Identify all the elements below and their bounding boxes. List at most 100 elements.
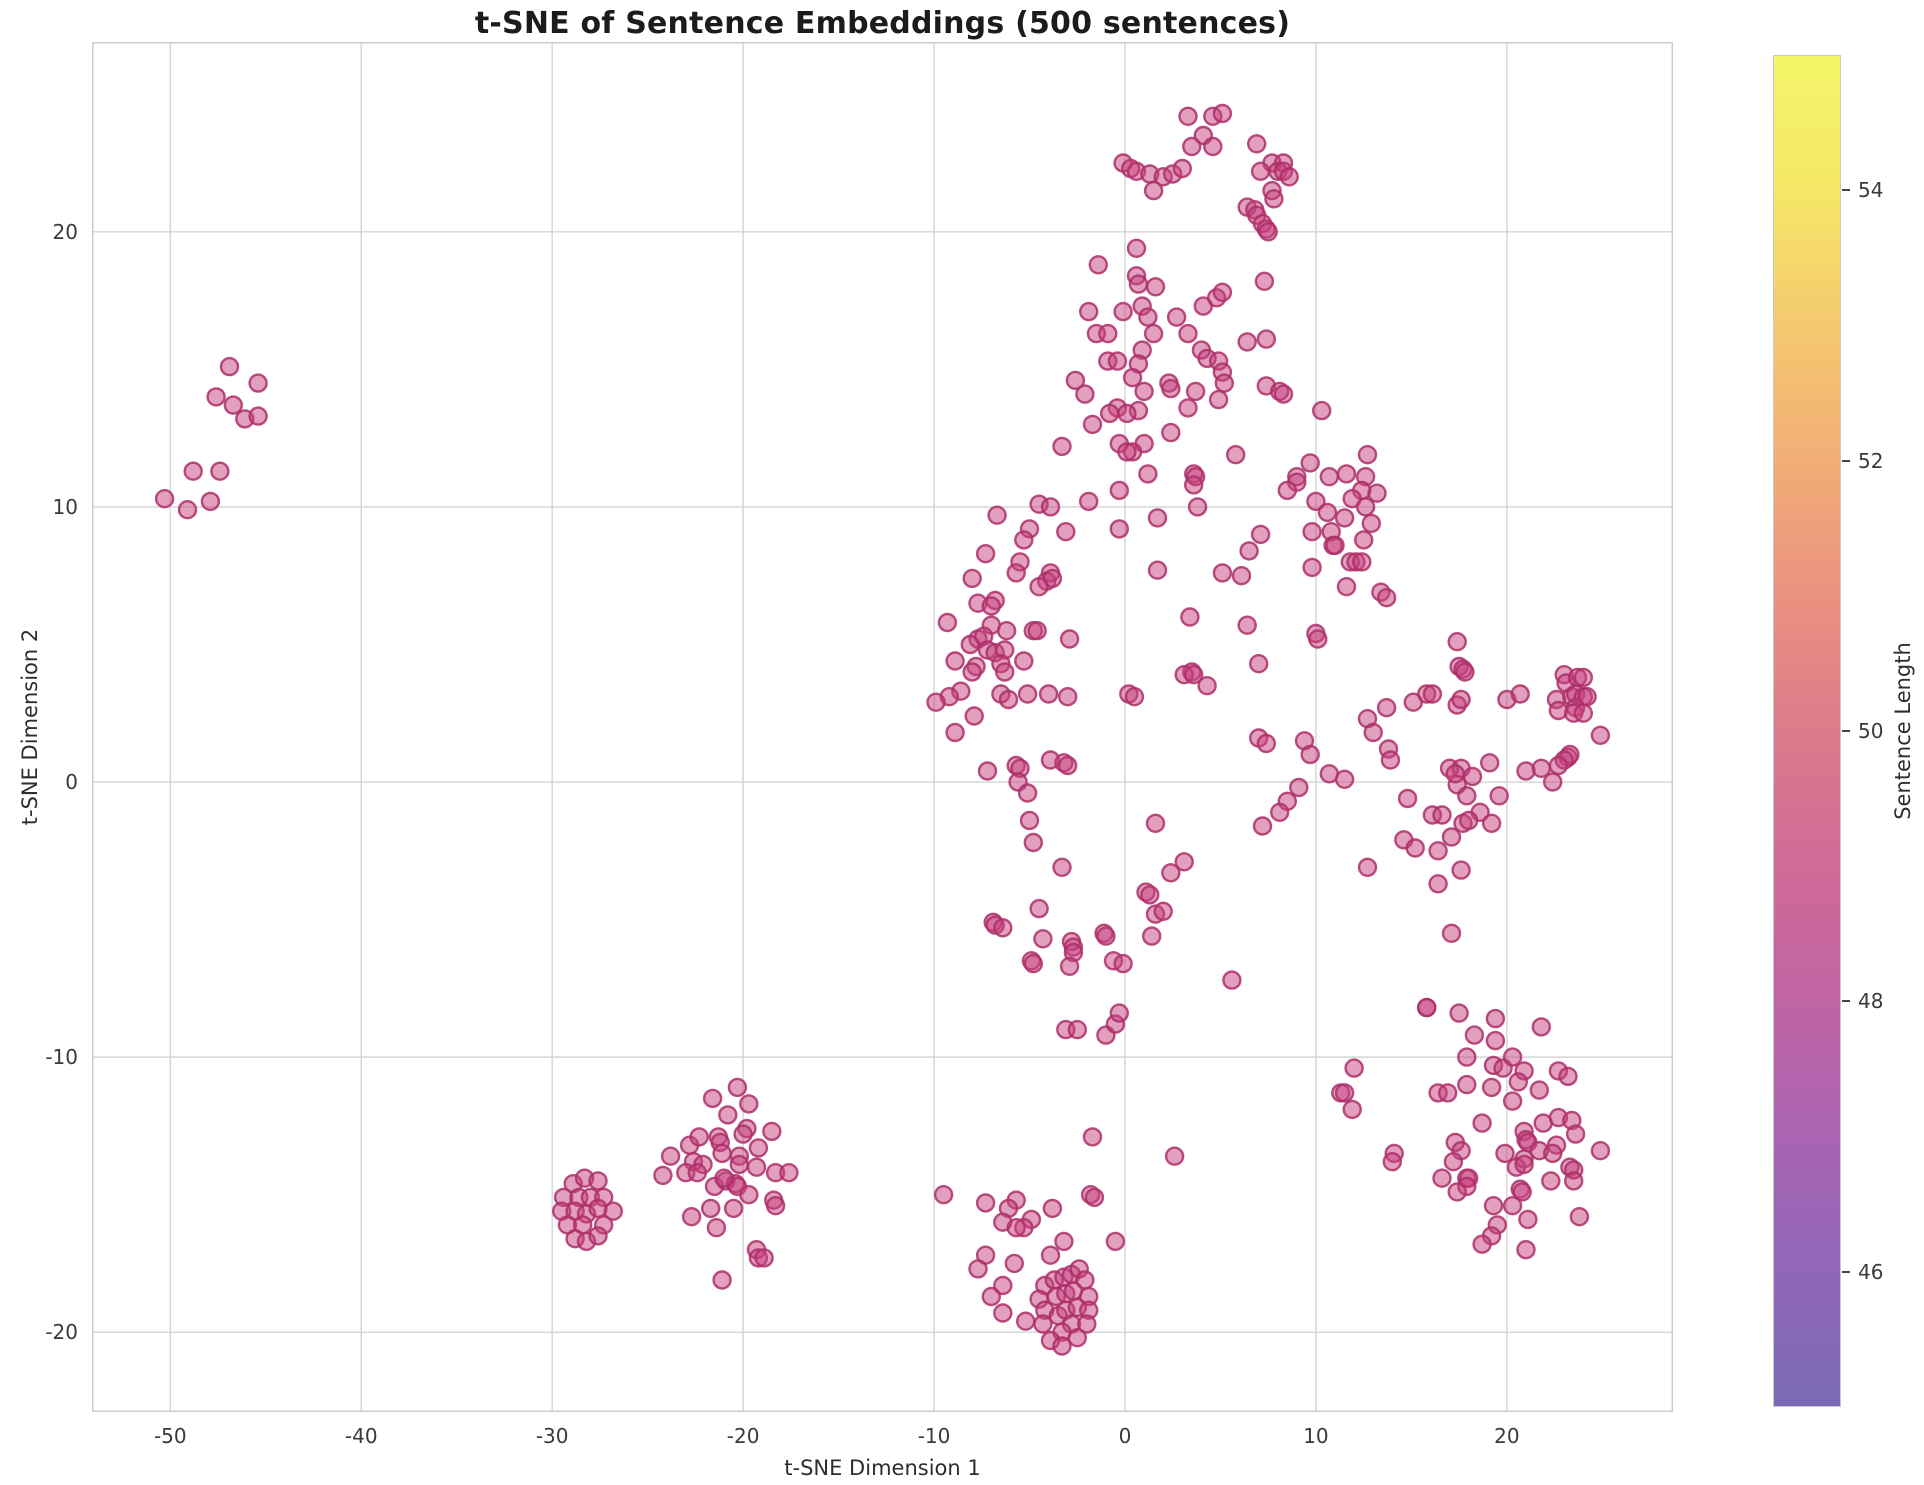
scatter-point <box>1019 810 1040 831</box>
scatter-point <box>712 1270 732 1290</box>
scatter-point <box>1180 607 1200 627</box>
plot-spines <box>92 42 1673 1412</box>
scatter-point <box>1248 654 1269 674</box>
scatter-point <box>1533 1113 1553 1133</box>
scatter-point <box>981 1286 1001 1307</box>
scatter-point <box>200 491 221 512</box>
scatter-point <box>1038 684 1059 704</box>
scatter-point <box>1040 497 1061 517</box>
scatter-point <box>1052 436 1072 457</box>
scatter-point <box>1065 370 1086 391</box>
scatter-point <box>1485 1008 1506 1029</box>
colorbar-tick-mark <box>1842 459 1850 462</box>
scatter-point <box>1458 810 1479 831</box>
colorbar-tick-mark <box>1842 730 1850 732</box>
scatter-point <box>1382 1151 1403 1172</box>
scatter-point <box>687 1162 707 1183</box>
scatter-point <box>1336 577 1357 597</box>
scatter-point <box>1548 700 1569 721</box>
scatter-point <box>1246 134 1267 154</box>
scatter-point <box>1279 167 1299 187</box>
scatter-point <box>1178 106 1198 127</box>
scatter-point <box>1590 1140 1611 1161</box>
scatter-point <box>1258 222 1278 242</box>
scatter-point <box>733 1124 753 1144</box>
x-tick-label: 20 <box>1494 1424 1520 1448</box>
colorbar-tick-label: 46 <box>1858 1259 1884 1284</box>
scatter-point <box>1096 926 1116 946</box>
scatter-point <box>1166 307 1187 327</box>
scatter-point <box>1237 332 1257 352</box>
scatter-point <box>1203 136 1223 157</box>
scatter-point <box>1516 761 1536 781</box>
scatter-point <box>206 387 226 407</box>
scatter-point <box>987 505 1007 525</box>
scatter-point <box>1058 755 1078 776</box>
scatter-point <box>1531 758 1552 778</box>
scatter-point <box>1342 1099 1362 1120</box>
scatter-point <box>1079 491 1099 512</box>
scatter-point <box>1098 323 1118 344</box>
scatter-point <box>1077 1314 1097 1334</box>
scatter-point <box>1319 467 1340 487</box>
x-tick-label: -30 <box>535 1424 569 1448</box>
scatter-point <box>706 1217 727 1238</box>
scatter-point <box>1134 381 1154 402</box>
scatter-point <box>1428 874 1448 894</box>
scatter-point <box>1117 403 1137 424</box>
scatter-point <box>1113 301 1133 322</box>
scatter-point <box>1397 788 1418 809</box>
scatter-point <box>739 1184 759 1205</box>
scatter-point <box>1182 136 1202 157</box>
scatter-point <box>746 1157 767 1177</box>
x-tick-label: 0 <box>1118 1424 1132 1448</box>
x-tick-label: -40 <box>344 1424 378 1448</box>
scatter-point <box>1302 522 1322 542</box>
scatter-point <box>1197 676 1217 696</box>
scatter-point <box>1516 1239 1536 1260</box>
scatter-point <box>1269 802 1290 822</box>
scatter-point <box>727 1077 748 1098</box>
scatter-point <box>1352 552 1372 572</box>
scatter-point <box>1225 445 1246 465</box>
scatter-point <box>1027 621 1047 641</box>
scatter-point <box>1161 378 1181 399</box>
scatter-point <box>1300 453 1320 473</box>
scatter-point <box>1250 161 1271 182</box>
scatter-point <box>1485 1030 1506 1051</box>
scatter-canvas <box>92 42 1673 1412</box>
scatter-point <box>1325 535 1345 556</box>
scatter-point <box>765 1195 786 1216</box>
scatter-point <box>1208 389 1229 410</box>
scatter-point <box>993 1275 1013 1296</box>
scatter-point <box>1495 1143 1515 1164</box>
scatter-point <box>1558 1066 1578 1087</box>
scatter-point <box>762 1121 782 1142</box>
scatter-point <box>1502 1091 1523 1111</box>
scatter-point <box>689 1127 709 1147</box>
scatter-point <box>1042 1198 1063 1219</box>
scatter-point <box>739 1094 759 1114</box>
scatter-point <box>1277 480 1298 501</box>
scatter-point <box>223 395 244 415</box>
scatter-point <box>962 568 982 589</box>
scatter-point <box>1311 400 1332 421</box>
scatter-point <box>996 621 1017 641</box>
scatter-point <box>1107 351 1128 371</box>
scatter-point <box>1183 665 1204 685</box>
scatter-point <box>1451 860 1471 880</box>
scatter-point <box>154 489 175 509</box>
scatter-point <box>933 1184 954 1205</box>
scatter-point <box>1573 703 1594 723</box>
scatter-point <box>1058 687 1078 707</box>
colorbar-label: Sentence Length <box>1891 642 1915 820</box>
scatter-point <box>1531 1017 1552 1037</box>
colorbar <box>1773 55 1841 1407</box>
x-tick-label: -20 <box>726 1424 760 1448</box>
scatter-point <box>1122 367 1143 388</box>
scatter-point <box>1239 541 1259 561</box>
scatter-point <box>1054 1231 1074 1252</box>
scatter-point <box>1109 519 1130 539</box>
scatter-point <box>1023 832 1043 853</box>
